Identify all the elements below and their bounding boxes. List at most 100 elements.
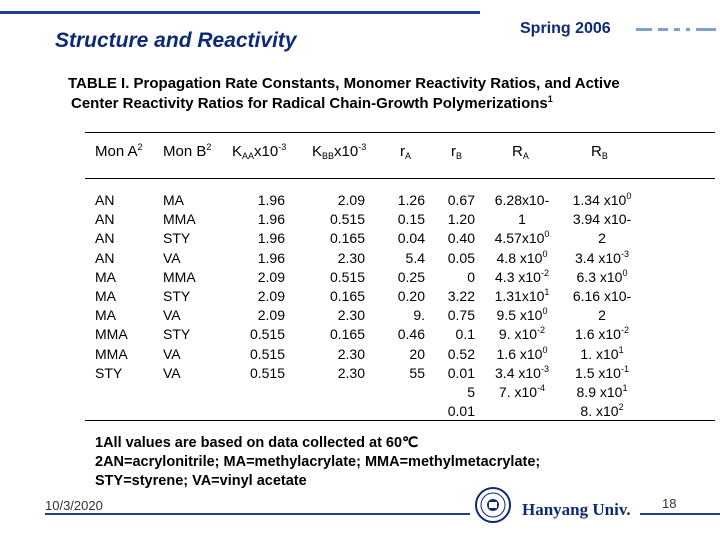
header-rule [300, 11, 480, 14]
cell-mon-a: AN [95, 230, 115, 247]
cell-mon-b: MMA [163, 268, 196, 285]
cell-kbb: 0.165 [329, 326, 365, 343]
cell-RB: 3.4 x10-3 [575, 248, 629, 266]
cell-kaa: 1.96 [257, 192, 285, 208]
cell-rb: 0 [467, 268, 475, 285]
cell-mon-a: AN [95, 192, 115, 208]
cell-kaa: 2.09 [257, 288, 285, 305]
cell-rb: 0.1 [455, 326, 475, 343]
col-header-kbb: KBBx10-3 [312, 142, 367, 161]
cell-rb: 0.01 [447, 364, 475, 381]
cell-RB: 8. x102 [580, 402, 624, 420]
university-name: Hanyang Univ. [522, 500, 631, 519]
cell-rb: 3.22 [447, 288, 475, 305]
column-RB: 1.34 x100 3.94 x10- 2 3.4 x10-3 6.3 x100 6.16… [564, 191, 640, 421]
col-header-rb: rB [451, 143, 463, 161]
table-header-rule [85, 178, 715, 179]
header-title: Structure and Reactivity [55, 29, 297, 52]
col-header-mon-a: Mon A2 [95, 142, 143, 161]
cell-RA: 4.3 x10-2 [495, 267, 549, 285]
cell-mon-b: MMA [163, 211, 196, 228]
cell-kaa: 2.09 [257, 268, 285, 285]
header-dash [674, 28, 680, 31]
term-label: Spring 2006 [520, 20, 611, 37]
col-header-kaa: KAAx10-3 [232, 142, 287, 161]
cell-mon-b: STY [163, 288, 191, 305]
column-kaa: 1.96 1.96 1.96 1.96 2.09 2.09 2.09 0.515 0.515 0.… [235, 191, 285, 383]
cell-kbb: 2.30 [337, 307, 365, 324]
cell-RB: 3.94 x10- [572, 211, 632, 228]
cell-kaa: 1.96 [257, 249, 285, 266]
cell-RA: 4.57x100 [494, 229, 550, 247]
column-ra: 1.26 0.15 0.04 5.4 0.25 0.20 9. 0.46 20 55 [385, 191, 425, 383]
cell-RA: 6.28x10- [494, 192, 550, 208]
cell-ra: 9. [413, 307, 425, 324]
cell-RA: 1 [518, 211, 526, 228]
cell-rb: 5 [467, 384, 475, 401]
header-dash [658, 28, 668, 31]
cell-rb: 0.75 [447, 307, 475, 324]
cell-ra: 0.20 [397, 288, 425, 305]
col-header-mon-b: Mon B2 [163, 142, 212, 161]
cell-mon-b: VA [163, 249, 181, 266]
cell-ra: 0.15 [397, 211, 425, 228]
cell-rb: 0.40 [447, 230, 475, 247]
cell-ra: 20 [409, 345, 425, 362]
cell-RB: 1.6 x10-2 [575, 325, 629, 343]
cell-mon-b: STY [163, 326, 191, 343]
footer-rule [640, 513, 720, 515]
cell-kbb: 0.165 [329, 230, 365, 247]
cell-ra: 5.4 [405, 249, 425, 266]
cell-kbb: 0.165 [329, 288, 365, 305]
cell-kbb: 0.515 [329, 268, 365, 285]
cell-ra: 0.46 [397, 326, 425, 343]
cell-mon-b: STY [163, 230, 191, 247]
column-mon-a: AN AN AN AN MA MA MA MMA MMA STY [95, 191, 128, 383]
page-number: 18 [662, 496, 677, 511]
cell-RB: 2 [598, 307, 606, 324]
university-seal-icon [475, 487, 511, 523]
cell-kbb: 2.30 [337, 364, 365, 381]
cell-kbb: 2.30 [337, 345, 365, 362]
cell-ra: 0.25 [397, 268, 425, 285]
cell-RB: 1.5 x10-1 [575, 363, 629, 381]
date-label: 10/3/2020 [45, 498, 103, 513]
table-top-rule [85, 132, 715, 133]
header-dash [636, 28, 652, 31]
cell-kaa: 0.515 [249, 345, 285, 362]
cell-mon-b: VA [163, 364, 181, 381]
footnote-2-cont: STY=styrene; VA=vinyl acetate [95, 473, 307, 489]
cell-kbb: 2.09 [337, 192, 365, 208]
cell-mon-a: MMA [95, 345, 128, 362]
cell-RA: 7. x10-4 [498, 383, 546, 401]
cell-ra: 0.04 [397, 230, 425, 247]
cell-mon-b: VA [163, 345, 181, 362]
cell-RA: 1.31x101 [494, 287, 550, 305]
cell-kaa: 0.515 [249, 364, 285, 381]
cell-rb: 0.05 [447, 249, 475, 266]
cell-RB: 1. x101 [580, 344, 624, 362]
cell-RA: 1.6 x100 [496, 344, 548, 362]
column-mon-b: MA MMA STY VA MMA STY VA STY VA VA [163, 191, 196, 383]
cell-RA: 4.8 x100 [496, 248, 548, 266]
cell-RB: 1.34 x100 [572, 191, 632, 209]
cell-kbb: 0.515 [329, 211, 365, 228]
cell-mon-a: MA [95, 268, 116, 285]
cell-mon-a: MA [95, 288, 116, 305]
cell-rb: 0.01 [447, 403, 475, 420]
column-RA: 6.28x10- 1 4.57x100 4.8 x100 4.3 x10-2 1.31x1… [484, 191, 560, 402]
cell-kaa: 1.96 [257, 211, 285, 228]
table-bottom-rule [85, 420, 715, 421]
cell-kbb: 2.30 [337, 249, 365, 266]
cell-mon-a: AN [95, 211, 115, 228]
table-title-footnote-mark: 1 [547, 94, 553, 104]
header-dash [686, 28, 690, 31]
cell-ra: 55 [409, 364, 425, 381]
col-header-RB: RB [591, 143, 608, 161]
table-title-line2: Center Reactivity Ratios for Radical Cha… [71, 95, 548, 112]
cell-kaa: 0.515 [249, 326, 285, 343]
cell-mon-a: MMA [95, 326, 128, 343]
cell-mon-a: AN [95, 249, 115, 266]
column-kbb: 2.09 0.515 0.165 2.30 0.515 0.165 2.30 0.165 2.3… [315, 191, 365, 383]
cell-RB: 6.3 x100 [576, 267, 628, 285]
